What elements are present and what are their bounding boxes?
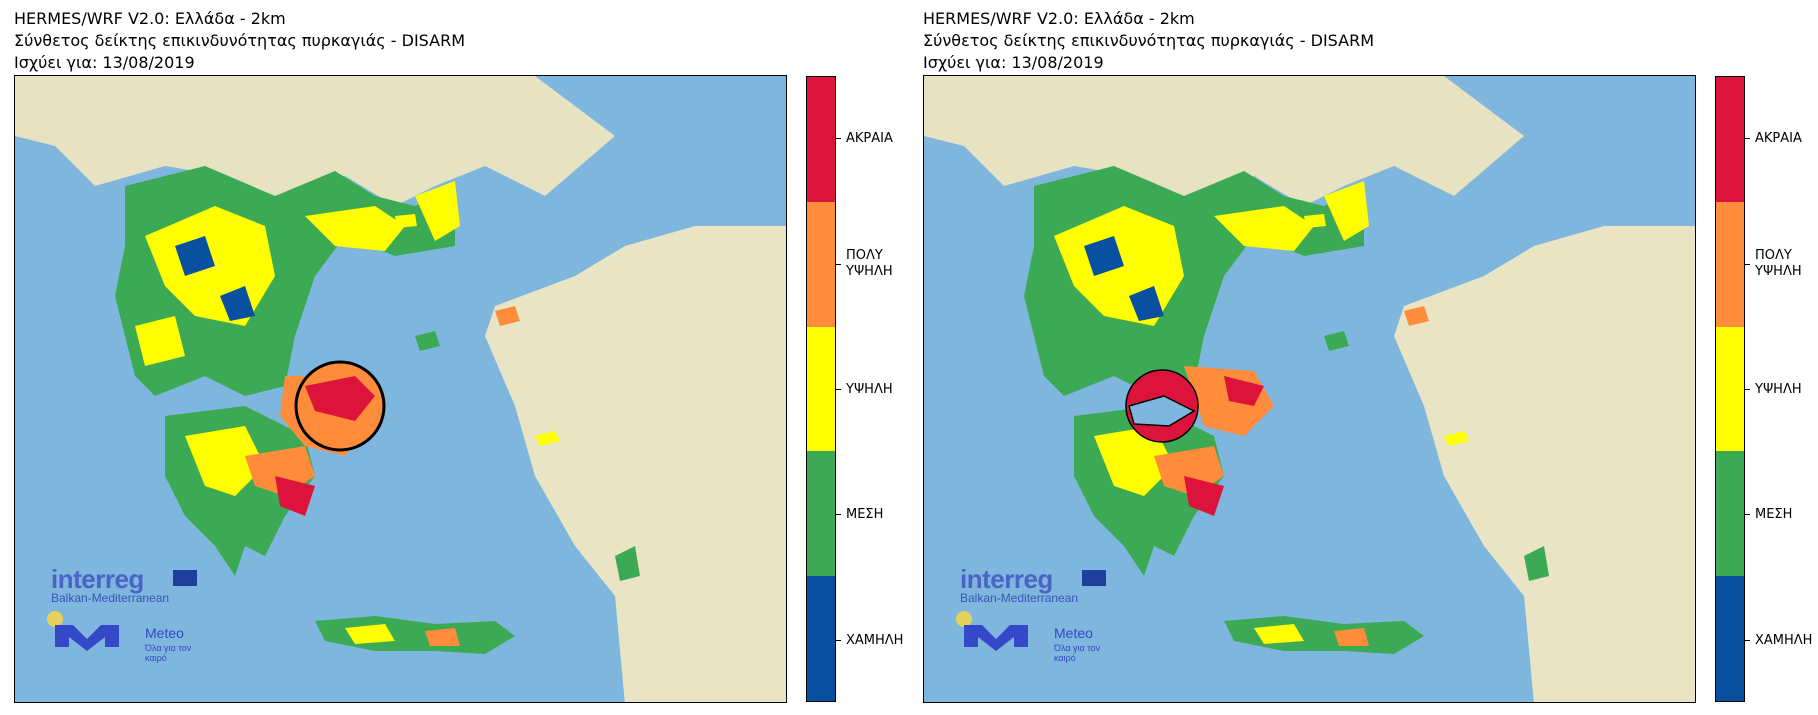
colorbar-high	[1716, 326, 1744, 452]
title-line-3: Ισχύει για: 13/08/2019	[923, 53, 1104, 72]
meteo-tagline: Όλα για τον καιρό	[1054, 643, 1101, 663]
colorbar-low	[1716, 576, 1744, 701]
meteo-name: Meteo	[1054, 625, 1093, 641]
eu-flag-icon	[1082, 570, 1106, 586]
legend-label-low: ΧΑΜΗΛΗ	[846, 633, 904, 648]
map-graphic	[924, 76, 1695, 702]
colorbar-very-high	[1716, 201, 1744, 327]
panel-titles: HERMES/WRF V2.0: Ελλάδα - 2km Σύνθετος δ…	[923, 8, 1374, 74]
legend-label-extreme: ΑΚΡΑΙΑ	[846, 131, 893, 146]
interreg-wordmark: interreg	[960, 564, 1053, 594]
title-line-2: Σύνθετος δείκτης επικινδυνότητας πυρκαγι…	[14, 31, 465, 50]
legend-label-very-high: ΠΟΛΥ ΥΨΗΛΗ	[846, 248, 893, 280]
colorbar-extreme	[1716, 77, 1744, 202]
legend-label-medium: ΜΕΣΗ	[846, 507, 884, 522]
title-line-3: Ισχύει για: 13/08/2019	[14, 53, 195, 72]
colorbar-extreme	[807, 77, 835, 202]
title-line-1: HERMES/WRF V2.0: Ελλάδα - 2km	[14, 9, 286, 28]
legend-label-low: ΧΑΜΗΛΗ	[1755, 633, 1813, 648]
risk-colorbar	[806, 76, 836, 702]
colorbar-medium	[807, 451, 835, 577]
legend-label-very-high-2: ΥΨΗΛΗ	[1755, 264, 1802, 279]
interreg-program: Balkan-Mediterranean	[51, 591, 170, 605]
colorbar-high	[807, 326, 835, 452]
risk-colorbar	[1715, 76, 1745, 702]
legend-label-high: ΥΨΗΛΗ	[1755, 382, 1802, 397]
meteo-logo-icon	[956, 611, 1028, 651]
legend-label-extreme: ΑΚΡΑΙΑ	[1755, 131, 1802, 146]
interreg-logo: interreg Balkan-Mediterranean	[51, 564, 197, 605]
fire-risk-map[interactable]: interreg Balkan-Mediterranean Meteo Όλα …	[14, 75, 787, 703]
interreg-program: Balkan-Mediterranean	[960, 591, 1079, 605]
title-line-1: HERMES/WRF V2.0: Ελλάδα - 2km	[923, 9, 1195, 28]
colorbar-medium	[1716, 451, 1744, 577]
eu-flag-icon	[173, 570, 197, 586]
legend-label-medium: ΜΕΣΗ	[1755, 507, 1793, 522]
title-line-2: Σύνθετος δείκτης επικινδυνότητας πυρκαγι…	[923, 31, 1374, 50]
interreg-logo: interreg Balkan-Mediterranean	[960, 564, 1106, 605]
colorbar-low	[807, 576, 835, 701]
legend-label-high: ΥΨΗΛΗ	[846, 382, 893, 397]
colorbar-very-high	[807, 201, 835, 327]
legend-label-very-high-1: ΠΟΛΥ	[846, 248, 883, 263]
legend-label-very-high-2: ΥΨΗΛΗ	[846, 264, 893, 279]
map-panel-left: HERMES/WRF V2.0: Ελλάδα - 2km Σύνθετος δ…	[14, 8, 904, 703]
legend-label-very-high-1: ΠΟΛΥ	[1755, 248, 1792, 263]
map-panel-right: HERMES/WRF V2.0: Ελλάδα - 2km Σύνθετος δ…	[909, 0, 1818, 715]
meteo-name: Meteo	[145, 625, 184, 641]
meteo-logo-icon	[47, 611, 119, 651]
legend-label-very-high: ΠΟΛΥ ΥΨΗΛΗ	[1755, 248, 1802, 280]
panel-titles: HERMES/WRF V2.0: Ελλάδα - 2km Σύνθετος δ…	[14, 8, 465, 74]
interreg-wordmark: interreg	[51, 564, 144, 594]
fire-risk-map[interactable]: interreg Balkan-Mediterranean Meteo Όλα …	[923, 75, 1696, 703]
map-graphic	[15, 76, 786, 702]
meteo-tagline: Όλα για τον καιρό	[145, 643, 192, 663]
